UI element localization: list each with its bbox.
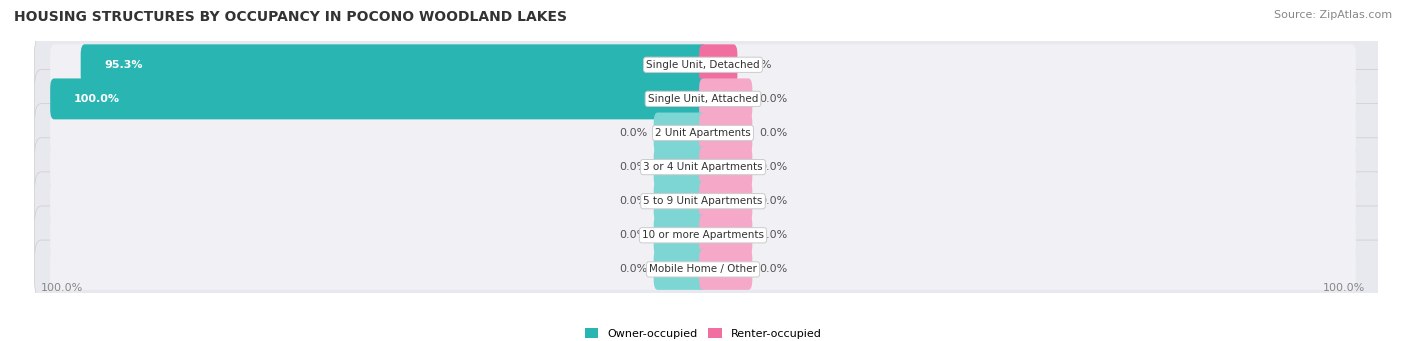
FancyBboxPatch shape xyxy=(699,113,752,153)
FancyBboxPatch shape xyxy=(654,147,707,188)
Text: 0.0%: 0.0% xyxy=(759,196,787,206)
Text: 0.0%: 0.0% xyxy=(759,264,787,275)
Text: HOUSING STRUCTURES BY OCCUPANCY IN POCONO WOODLAND LAKES: HOUSING STRUCTURES BY OCCUPANCY IN POCON… xyxy=(14,10,567,24)
FancyBboxPatch shape xyxy=(654,215,707,256)
FancyBboxPatch shape xyxy=(80,44,707,85)
FancyBboxPatch shape xyxy=(51,113,1355,153)
Text: 0.0%: 0.0% xyxy=(759,128,787,138)
FancyBboxPatch shape xyxy=(654,113,707,153)
FancyBboxPatch shape xyxy=(35,240,1385,299)
FancyBboxPatch shape xyxy=(35,172,1385,231)
Text: 10 or more Apartments: 10 or more Apartments xyxy=(643,230,763,240)
FancyBboxPatch shape xyxy=(35,206,1385,265)
FancyBboxPatch shape xyxy=(654,181,707,222)
Text: 0.0%: 0.0% xyxy=(619,230,647,240)
Text: Mobile Home / Other: Mobile Home / Other xyxy=(650,264,756,275)
Text: 3 or 4 Unit Apartments: 3 or 4 Unit Apartments xyxy=(643,162,763,172)
Text: 5 to 9 Unit Apartments: 5 to 9 Unit Apartments xyxy=(644,196,762,206)
Text: Source: ZipAtlas.com: Source: ZipAtlas.com xyxy=(1274,10,1392,20)
Text: Single Unit, Attached: Single Unit, Attached xyxy=(648,94,758,104)
FancyBboxPatch shape xyxy=(35,104,1385,162)
Text: 0.0%: 0.0% xyxy=(619,162,647,172)
FancyBboxPatch shape xyxy=(699,249,752,290)
FancyBboxPatch shape xyxy=(51,78,707,119)
Text: 0.0%: 0.0% xyxy=(619,128,647,138)
FancyBboxPatch shape xyxy=(699,44,737,85)
FancyBboxPatch shape xyxy=(35,35,1385,94)
FancyBboxPatch shape xyxy=(51,44,1355,85)
Text: 4.7%: 4.7% xyxy=(744,60,772,70)
Text: 100.0%: 100.0% xyxy=(41,283,83,293)
Text: 2 Unit Apartments: 2 Unit Apartments xyxy=(655,128,751,138)
FancyBboxPatch shape xyxy=(699,215,752,256)
Text: 0.0%: 0.0% xyxy=(759,94,787,104)
FancyBboxPatch shape xyxy=(51,249,1355,290)
FancyBboxPatch shape xyxy=(51,78,1355,119)
FancyBboxPatch shape xyxy=(35,70,1385,128)
Text: 0.0%: 0.0% xyxy=(619,264,647,275)
Legend: Owner-occupied, Renter-occupied: Owner-occupied, Renter-occupied xyxy=(581,324,825,341)
FancyBboxPatch shape xyxy=(51,215,1355,256)
FancyBboxPatch shape xyxy=(35,138,1385,196)
Text: 100.0%: 100.0% xyxy=(1323,283,1365,293)
FancyBboxPatch shape xyxy=(699,181,752,222)
Text: 100.0%: 100.0% xyxy=(73,94,120,104)
FancyBboxPatch shape xyxy=(51,147,1355,188)
FancyBboxPatch shape xyxy=(699,78,752,119)
Text: Single Unit, Detached: Single Unit, Detached xyxy=(647,60,759,70)
Text: 0.0%: 0.0% xyxy=(759,162,787,172)
Text: 95.3%: 95.3% xyxy=(104,60,142,70)
FancyBboxPatch shape xyxy=(699,147,752,188)
Text: 0.0%: 0.0% xyxy=(619,196,647,206)
FancyBboxPatch shape xyxy=(654,249,707,290)
Text: 0.0%: 0.0% xyxy=(759,230,787,240)
FancyBboxPatch shape xyxy=(51,181,1355,222)
